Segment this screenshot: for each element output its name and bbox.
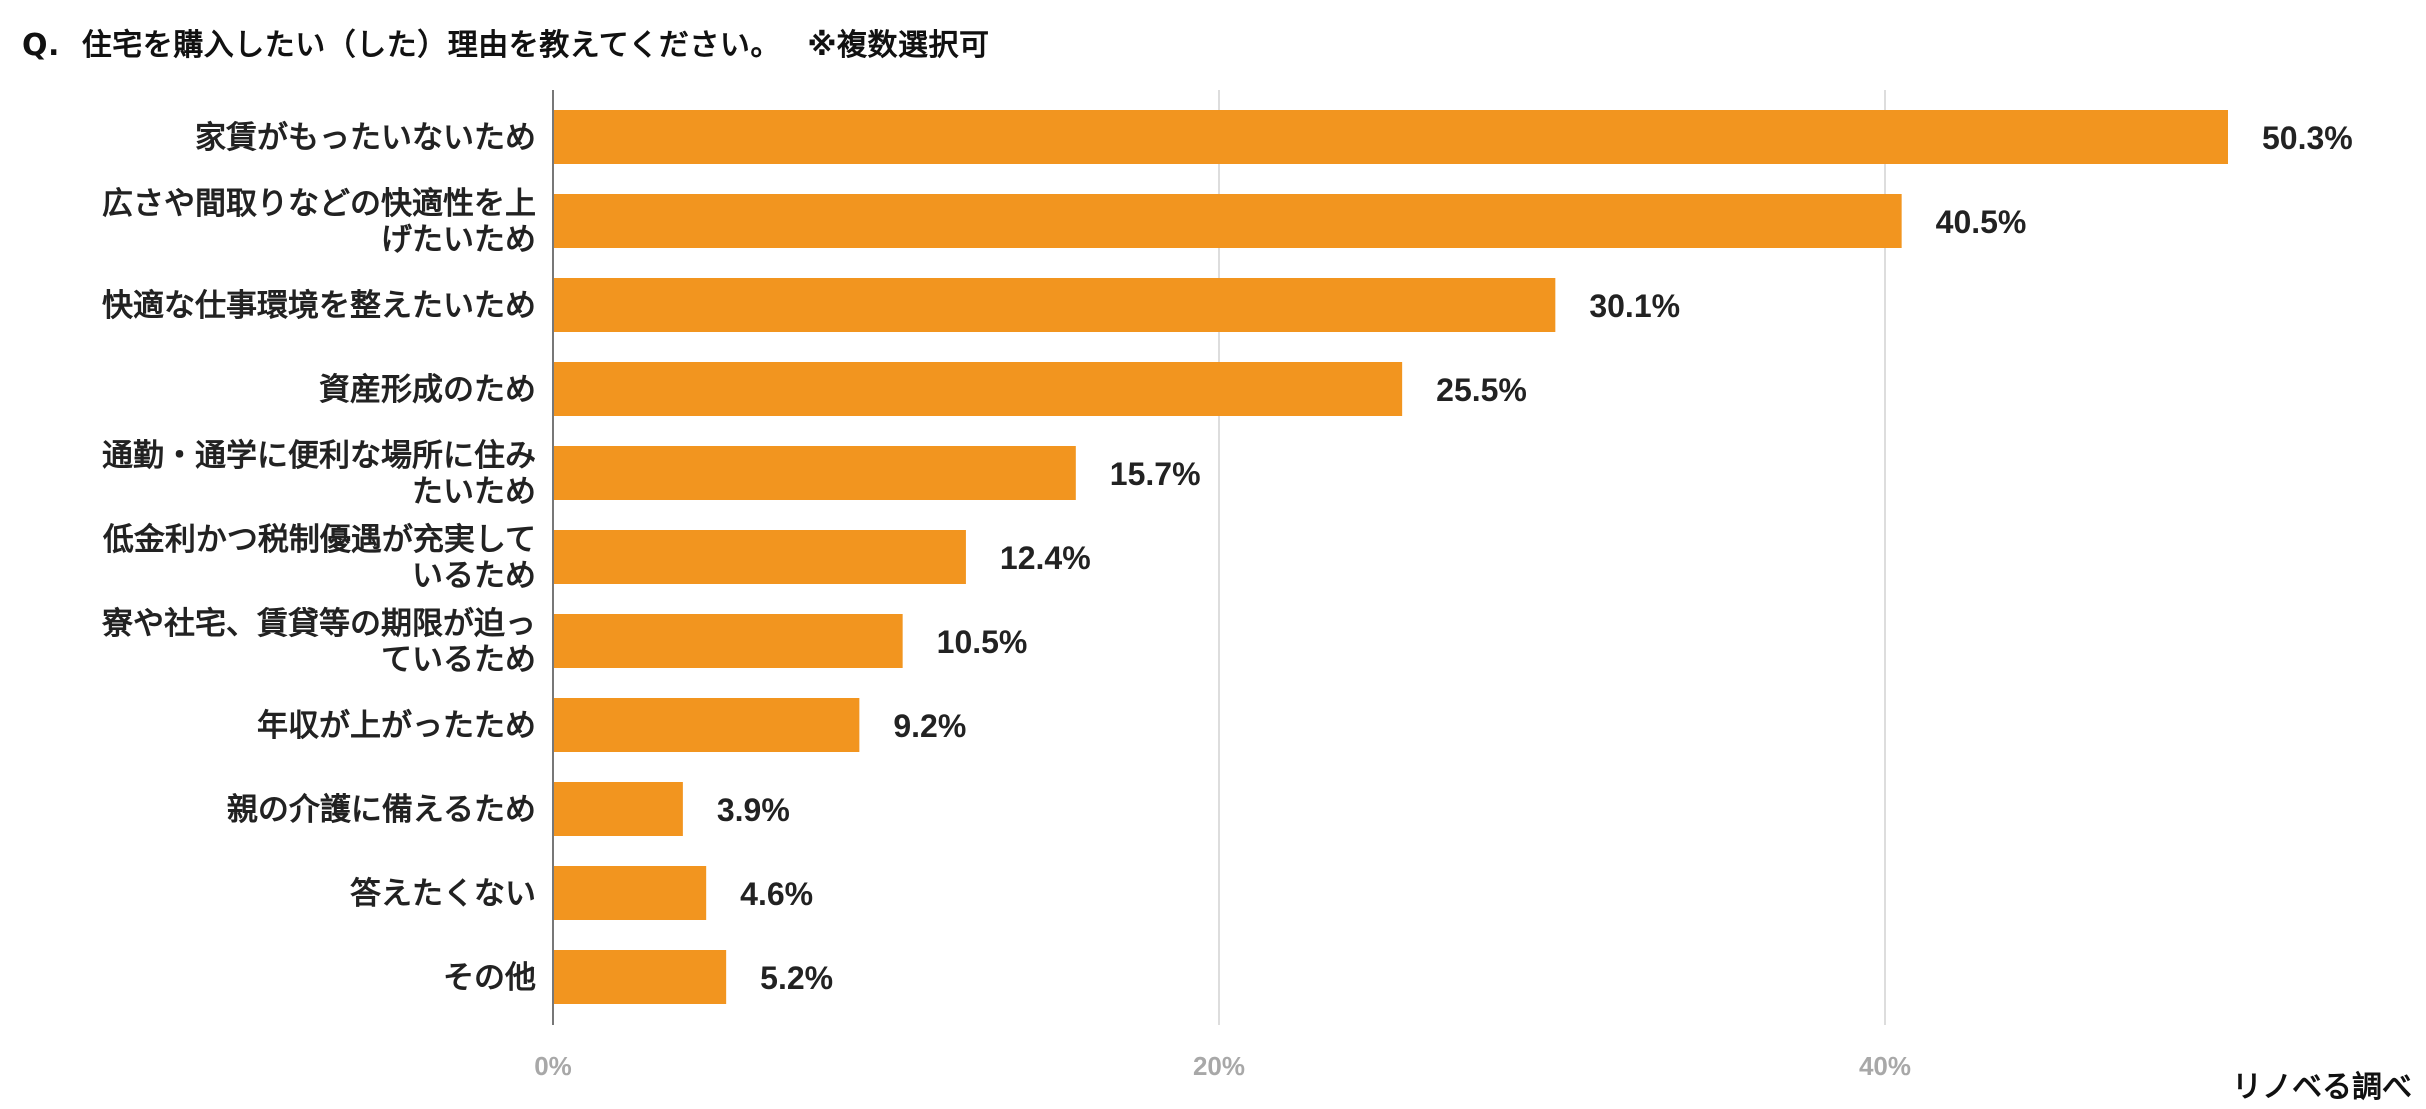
bar-3 xyxy=(553,362,1403,416)
category-label-6-line-0: 寮や社宅、賃貸等の期限が迫っ xyxy=(101,606,536,642)
value-label-5: 12.4% xyxy=(1000,540,1091,576)
bar-5 xyxy=(553,530,966,584)
category-label-4-line-1: たいため xyxy=(412,474,536,510)
category-label-1-line-0: 広さや間取りなどの快適性を上 xyxy=(102,186,536,222)
category-label-5-line-0: 低金利かつ税制優遇が充実して xyxy=(102,522,536,558)
category-label-10: その他 xyxy=(443,960,536,996)
value-label-3: 25.5% xyxy=(1436,372,1527,408)
bar-4 xyxy=(553,446,1076,500)
value-label-2: 30.1% xyxy=(1589,288,1680,324)
bar-10 xyxy=(553,950,727,1004)
x-tick-label-0: 0% xyxy=(534,1051,572,1081)
x-tick-label-40: 40% xyxy=(1859,1051,1911,1081)
bar-8 xyxy=(553,782,683,836)
source-note: リノベる調べ xyxy=(2232,1070,2412,1105)
category-label-3: 資産形成のため xyxy=(319,372,536,408)
category-label-4-line-0: 通勤・通学に便利な場所に住み xyxy=(102,438,536,474)
value-label-6: 10.5% xyxy=(937,624,1028,660)
bar-2 xyxy=(553,278,1556,332)
category-label-1-line-1: げたいため xyxy=(381,222,536,258)
value-label-10: 5.2% xyxy=(760,960,833,996)
category-label-5-line-1: いるため xyxy=(412,558,536,594)
category-label-0: 家賃がもったいないため xyxy=(195,120,536,156)
value-label-7: 9.2% xyxy=(893,708,966,744)
bar-9 xyxy=(553,866,707,920)
category-label-7: 年収が上がったため xyxy=(257,708,536,744)
category-label-2: 快適な仕事環境を整えたいため xyxy=(102,288,536,324)
bar-7 xyxy=(553,698,860,752)
value-label-8: 3.9% xyxy=(717,792,790,828)
value-label-0: 50.3% xyxy=(2262,120,2353,156)
value-label-9: 4.6% xyxy=(740,876,813,912)
category-label-6-line-1: ているため xyxy=(381,642,536,678)
category-label-8: 親の介護に備えるため xyxy=(227,792,536,828)
chart-title: Q. 住宅を購入したい（した）理由を教えてください。 ※複数選択可 xyxy=(22,28,990,63)
category-label-9: 答えたくない xyxy=(350,876,536,912)
bar-0 xyxy=(553,110,2228,164)
bar-1 xyxy=(553,194,1902,248)
value-label-1: 40.5% xyxy=(1936,204,2027,240)
bar-6 xyxy=(553,614,903,668)
value-label-4: 15.7% xyxy=(1110,456,1201,492)
x-tick-label-20: 20% xyxy=(1193,1051,1245,1081)
